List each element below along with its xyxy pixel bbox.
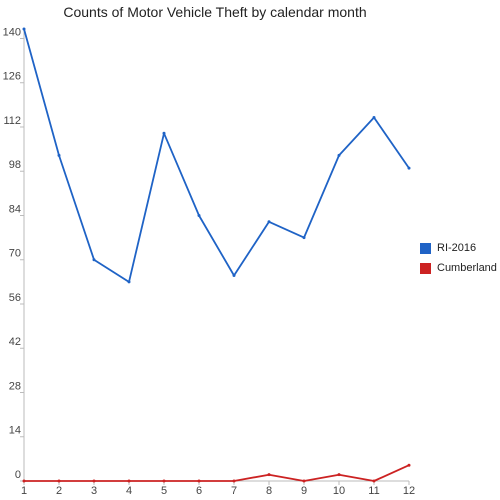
y-tick-label: 140 — [3, 26, 21, 38]
legend-label: Cumberland — [437, 262, 497, 274]
x-tick-label: 7 — [231, 485, 237, 497]
data-point — [232, 479, 236, 483]
data-point — [302, 479, 306, 483]
y-tick-label: 14 — [9, 425, 21, 437]
data-point — [407, 166, 411, 170]
x-tick-label: 3 — [91, 485, 97, 497]
series-lines — [22, 27, 411, 483]
x-tick-label: 4 — [126, 485, 132, 497]
data-point — [57, 153, 61, 157]
series-1 — [22, 463, 411, 483]
x-tick-label: 6 — [196, 485, 202, 497]
data-point — [92, 479, 96, 483]
legend-item[interactable]: RI-2016 — [420, 238, 497, 258]
data-point — [92, 258, 96, 262]
x-tick-label: 5 — [161, 485, 167, 497]
data-point — [127, 479, 131, 483]
y-tick-label: 98 — [9, 159, 21, 171]
data-point — [372, 479, 376, 483]
legend-swatch — [420, 242, 431, 254]
y-tick-label: 126 — [3, 71, 21, 83]
series-line — [24, 464, 410, 482]
data-point — [337, 473, 341, 477]
data-point — [197, 479, 201, 483]
x-tick-label: 8 — [266, 485, 272, 497]
data-point — [162, 131, 166, 135]
x-tick-label: 11 — [368, 485, 379, 497]
y-tick-label: 56 — [9, 292, 21, 304]
chart-title: Counts of Motor Vehicle Theft by calenda… — [63, 4, 367, 20]
y-tick-label: 42 — [9, 336, 21, 348]
series-0 — [22, 27, 411, 284]
legend-swatch — [420, 262, 431, 274]
x-tick-label: 12 — [403, 485, 415, 497]
y-tick-label: 0 — [15, 469, 21, 481]
data-point — [267, 220, 271, 224]
axes — [20, 29, 410, 485]
x-tick-label: 10 — [333, 485, 345, 497]
legend: RI-2016 Cumberland — [420, 238, 497, 278]
y-tick-label: 70 — [9, 248, 21, 260]
data-point — [372, 116, 376, 120]
y-tick-label: 112 — [3, 115, 21, 127]
legend-item[interactable]: Cumberland — [420, 258, 497, 278]
data-point — [127, 280, 131, 284]
data-point — [22, 27, 26, 31]
data-point — [407, 463, 411, 467]
data-point — [162, 479, 166, 483]
data-point — [197, 213, 201, 217]
series-line — [23, 28, 410, 283]
data-point — [337, 153, 341, 157]
x-tick-label: 1 — [21, 485, 27, 497]
data-point — [232, 274, 236, 278]
x-tick-label: 2 — [56, 485, 62, 497]
data-point — [22, 479, 26, 483]
data-point — [267, 473, 271, 477]
x-tick-label: 9 — [301, 485, 307, 497]
y-tick-label: 84 — [9, 203, 21, 215]
data-point — [302, 236, 306, 240]
data-point — [57, 479, 61, 483]
y-tick-label: 28 — [9, 380, 21, 392]
legend-label: RI-2016 — [437, 242, 477, 254]
